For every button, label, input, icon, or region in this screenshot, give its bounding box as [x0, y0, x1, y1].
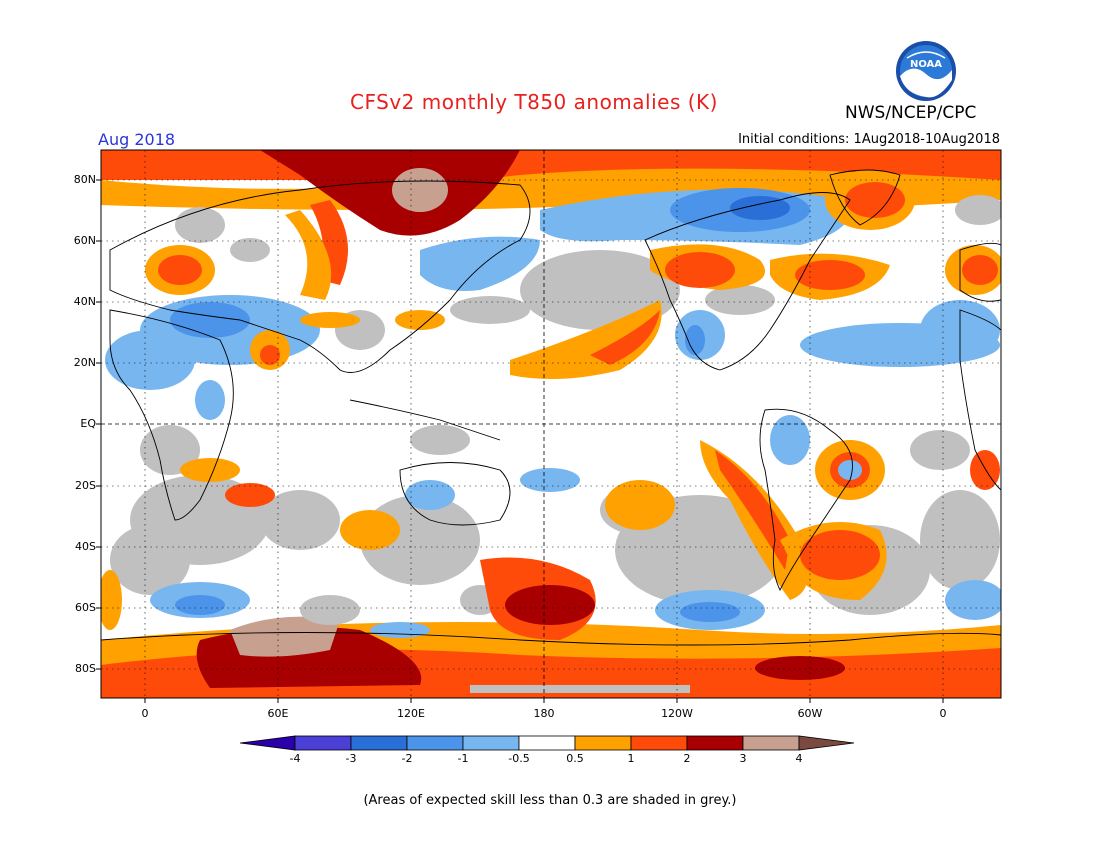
coastlines: [101, 169, 1001, 646]
initial-conditions: Initial conditions: 1Aug2018-10Aug2018: [738, 132, 1000, 147]
colorbar-swatch-4: [518, 735, 576, 751]
lat-label-60n: 60N: [73, 234, 96, 247]
lat-label-60s: 60S: [75, 601, 96, 614]
lon-label-0: 0: [141, 707, 149, 720]
lat-label-80n: 80N: [73, 173, 96, 186]
lat-label-40s: 40S: [75, 540, 96, 553]
colorbar-label: 2: [683, 752, 691, 765]
colorbar-max-arrow: [798, 735, 855, 751]
colorbar-label: 3: [739, 752, 747, 765]
colorbar-swatch-1: [350, 735, 408, 751]
colorbar-swatch-3: [462, 735, 520, 751]
lat-label-80s: 80S: [75, 662, 96, 675]
lon-label-60w: 60W: [797, 707, 823, 720]
colorbar-swatch-5: [574, 735, 632, 751]
warm-anomalies: [101, 170, 1001, 640]
forecast-month: Aug 2018: [98, 130, 176, 149]
lat-label-40n: 40N: [73, 295, 96, 308]
antarctic-warm-band: [101, 616, 1001, 698]
footnote: (Areas of expected skill less than 0.3 a…: [363, 793, 737, 808]
noaa-logo-text: NOAA: [910, 59, 942, 70]
colorbar-swatch-7: [686, 735, 744, 751]
lon-label-120w: 120W: [661, 707, 693, 720]
cool-anomalies: [105, 188, 1001, 638]
colorbar-min-arrow: [239, 735, 296, 751]
lat-label-20s: 20S: [75, 479, 96, 492]
org-label: NWS/NCEP/CPC: [845, 103, 977, 123]
colorbar-swatch-0: [294, 735, 352, 751]
colorbar-label: 1: [627, 752, 635, 765]
colorbar-label: -3: [345, 752, 357, 765]
noaa-logo-icon: NOAA: [896, 41, 956, 101]
chart-title: CFSv2 monthly T850 anomalies (K): [350, 90, 718, 114]
lon-label-180: 180: [533, 707, 555, 720]
colorbar-swatch-6: [630, 735, 688, 751]
colorbar-label: 0.5: [566, 752, 584, 765]
colorbar-swatch-2: [406, 735, 464, 751]
lat-label-eq: EQ: [80, 417, 96, 430]
lon-label-120e: 120E: [397, 707, 425, 720]
colorbar-label: -4: [289, 752, 301, 765]
grid-lines: [101, 150, 1001, 698]
lat-label-20n: 20N: [73, 356, 96, 369]
lon-label-60e: 60E: [267, 707, 289, 720]
colorbar-label: 4: [795, 752, 803, 765]
colorbar-label: -2: [401, 752, 413, 765]
lon-label-0-east: 0: [939, 707, 947, 720]
colorbar-label: -0.5: [508, 752, 530, 765]
colorbar-label: -1: [457, 752, 469, 765]
colorbar-swatch-8: [742, 735, 800, 751]
